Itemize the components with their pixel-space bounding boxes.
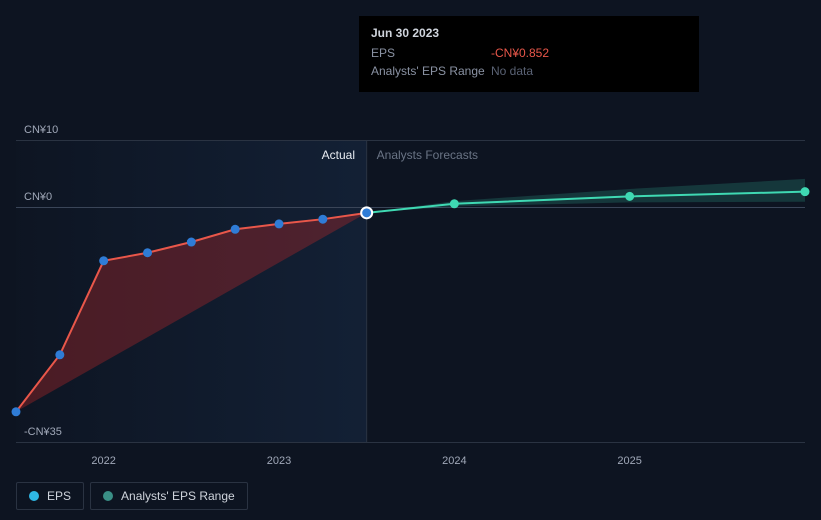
legend-label: Analysts' EPS Range	[121, 489, 235, 503]
eps-marker[interactable]	[450, 199, 459, 208]
eps-marker[interactable]	[275, 219, 284, 228]
tooltip-row: EPS-CN¥0.852	[371, 46, 687, 60]
legend-item[interactable]: Analysts' EPS Range	[90, 482, 248, 510]
eps-marker[interactable]	[625, 192, 634, 201]
eps-marker[interactable]	[99, 256, 108, 265]
eps-marker[interactable]	[318, 215, 327, 224]
tooltip-date: Jun 30 2023	[371, 26, 687, 40]
tooltip-key: Analysts' EPS Range	[371, 64, 491, 78]
chart-legend: EPS Analysts' EPS Range	[16, 482, 248, 510]
eps-marker[interactable]	[361, 207, 372, 218]
legend-dot-icon	[29, 491, 39, 501]
eps-marker[interactable]	[231, 225, 240, 234]
eps-marker[interactable]	[55, 350, 64, 359]
tooltip-row: Analysts' EPS RangeNo data	[371, 64, 687, 78]
eps-chart: CN¥10CN¥0-CN¥35 2022202320242025 Actual …	[0, 0, 821, 520]
legend-dot-icon	[103, 491, 113, 501]
tooltip-value: No data	[491, 64, 533, 78]
legend-item[interactable]: EPS	[16, 482, 84, 510]
eps-marker[interactable]	[187, 238, 196, 247]
eps-marker[interactable]	[143, 248, 152, 257]
eps-marker[interactable]	[12, 407, 21, 416]
tooltip-key: EPS	[371, 46, 491, 60]
legend-label: EPS	[47, 489, 71, 503]
eps-marker[interactable]	[801, 187, 810, 196]
tooltip-value: -CN¥0.852	[491, 46, 549, 60]
eps-range-forecast-area	[367, 179, 805, 213]
chart-tooltip: Jun 30 2023 EPS-CN¥0.852Analysts' EPS Ra…	[359, 16, 699, 92]
